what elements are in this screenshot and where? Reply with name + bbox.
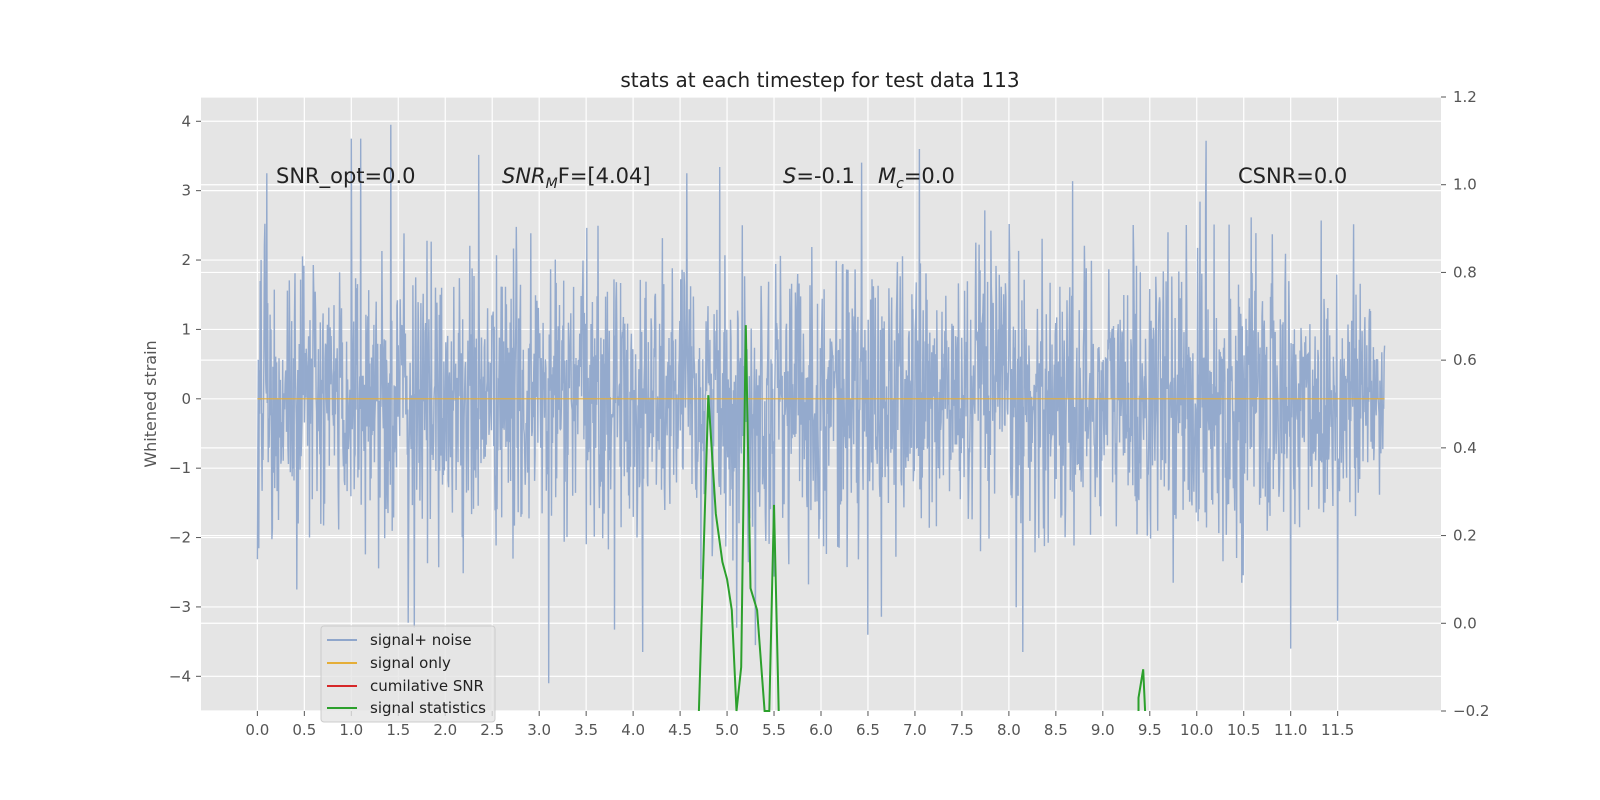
annotation-s-rest: =-0.1: [796, 164, 855, 188]
x-tick-label: 2.5: [480, 721, 504, 739]
x-tick-label: 3.0: [527, 721, 551, 739]
signal-noise-line: [256, 124, 1386, 684]
x-tick-label: 0.0: [245, 721, 269, 739]
x-tick-label: 4.5: [668, 721, 692, 739]
annotation-mc-main: M: [878, 164, 896, 188]
x-tick-label: 11.5: [1321, 721, 1354, 739]
legend-label-signal-only: signal only: [370, 654, 451, 672]
x-tick-label: 5.0: [715, 721, 739, 739]
x-tick-label: 5.5: [762, 721, 786, 739]
legend-label-signal-statistics: signal statistics: [370, 699, 486, 717]
legend-box: [320, 625, 496, 723]
annotation-snr-mf-sub: M: [546, 176, 558, 192]
annotation-snr-mf-rest: F=[4.04]: [558, 164, 651, 188]
x-tick-label: 4.0: [621, 721, 645, 739]
annotation-s: S=-0.1: [783, 164, 855, 188]
y2-tick-label: 1.2: [1453, 88, 1477, 106]
x-tick-label: 6.5: [856, 721, 880, 739]
x-tick-label: 10.0: [1180, 721, 1213, 739]
y2-tick-label: −0.2: [1453, 702, 1489, 720]
y-tick-label: 0: [181, 390, 191, 408]
y-axis-right-ticks: −0.2 0.0 0.2 0.4 0.6 0.8 1.0 1.2: [1441, 88, 1489, 720]
x-tick-label: 7.0: [903, 721, 927, 739]
y2-tick-label: 0.4: [1453, 439, 1477, 457]
y-tick-label: −3: [169, 598, 191, 616]
y-tick-label: 1: [181, 320, 191, 338]
y-axis-label: Whitened strain: [141, 340, 160, 467]
x-tick-label: 6.0: [809, 721, 833, 739]
annotation-mc: Mc=0.0: [878, 164, 955, 192]
y2-tick-label: 1.0: [1453, 176, 1477, 194]
y2-tick-label: 0.0: [1453, 614, 1477, 632]
chart-title: stats at each timestep for test data 113: [620, 68, 1019, 92]
annotation-snr-mf: SNRMF=[4.04]: [502, 164, 651, 192]
x-tick-label: 1.5: [386, 721, 410, 739]
y-tick-label: −4: [169, 667, 191, 685]
y2-tick-label: 0.2: [1453, 527, 1477, 545]
signal-statistics-series: [697, 325, 780, 712]
y-tick-label: −2: [169, 529, 191, 547]
x-tick-label: 7.5: [950, 721, 974, 739]
x-tick-label: 9.5: [1138, 721, 1162, 739]
x-tick-label: 8.0: [997, 721, 1021, 739]
x-axis-ticks: 0.0 0.5 1.0 1.5 2.0 2.5 3.0 3.5 4.0 4.5 5.0 5.5 6.0 6…: [245, 711, 1354, 739]
signal-noise-series: [256, 124, 1386, 684]
annotation-mc-sub: c: [896, 176, 904, 192]
y2-tick-label: 0.8: [1453, 263, 1477, 281]
y-tick-label: 4: [181, 112, 191, 130]
y-axis-left-ticks: −4 −3 −2 −1 0 1 2 3 4: [169, 112, 201, 685]
legend-label-signal-noise: signal+ noise: [370, 631, 472, 649]
x-tick-label: 9.0: [1091, 721, 1115, 739]
x-tick-label: 11.0: [1274, 721, 1307, 739]
y2-tick-label: 0.6: [1453, 351, 1477, 369]
annotation-mc-rest: =0.0: [904, 164, 955, 188]
legend: signal+ noise signal only cumilative SNR…: [320, 625, 496, 723]
legend-label-cumulative-snr: cumilative SNR: [370, 677, 484, 695]
y-tick-label: 2: [181, 251, 191, 269]
annotation-snr-mf-main: SNR: [502, 164, 546, 188]
x-tick-label: 0.5: [292, 721, 316, 739]
x-tick-label: 3.5: [574, 721, 598, 739]
signal-statistics-series-segment-2: [1137, 669, 1147, 712]
x-tick-label: 1.0: [339, 721, 363, 739]
y-tick-label: 3: [181, 182, 191, 200]
annotation-csnr: CSNR=0.0: [1238, 164, 1347, 188]
x-tick-label: 10.5: [1227, 721, 1260, 739]
y-tick-label: −1: [169, 459, 191, 477]
annotation-snr-opt: SNR_opt=0.0: [276, 164, 416, 189]
x-tick-label: 2.0: [433, 721, 457, 739]
annotation-s-main: S: [783, 164, 796, 188]
x-tick-label: 8.5: [1044, 721, 1068, 739]
